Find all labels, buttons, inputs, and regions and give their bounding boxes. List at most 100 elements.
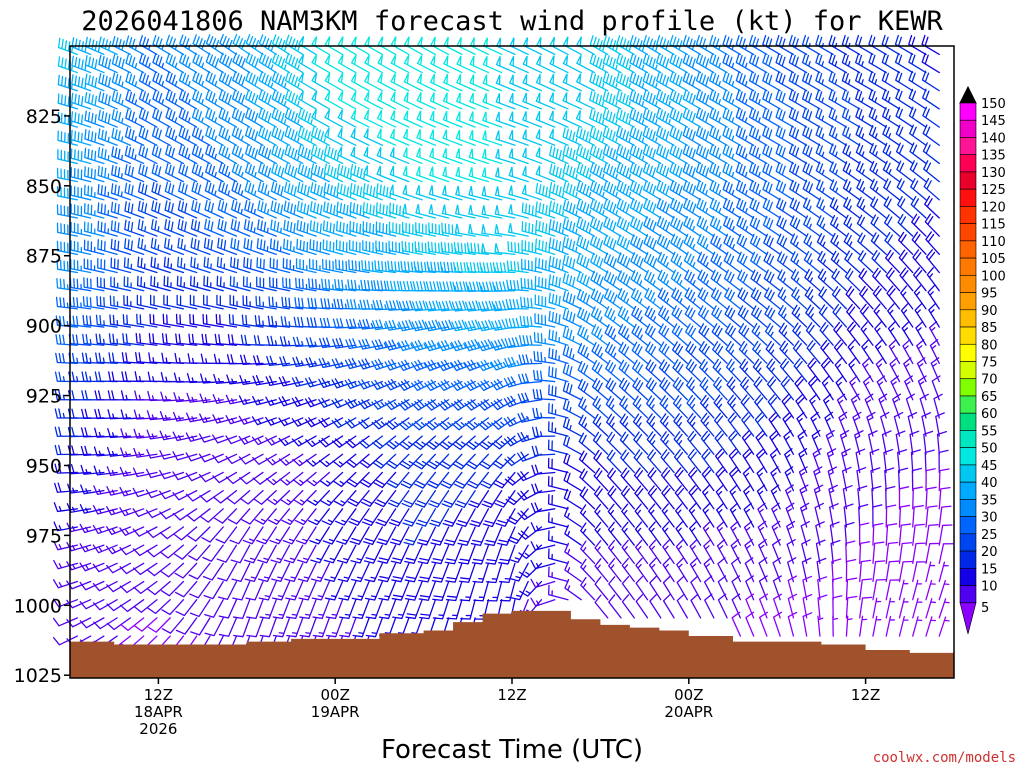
wind-barb bbox=[477, 338, 503, 352]
wind-barb bbox=[777, 304, 795, 328]
wind-barb bbox=[92, 599, 118, 611]
colorbar-swatch bbox=[959, 309, 977, 328]
wind-barb bbox=[530, 578, 556, 588]
wind-barb bbox=[888, 339, 901, 365]
colorbar-label: 95 bbox=[981, 287, 998, 302]
wind-barb bbox=[336, 163, 357, 183]
wind-barb bbox=[735, 144, 755, 165]
wind-barb bbox=[411, 300, 437, 312]
wind-barb bbox=[161, 617, 185, 634]
terrain-layer bbox=[70, 610, 954, 678]
wind-barb bbox=[217, 218, 238, 237]
wind-barb bbox=[55, 352, 79, 365]
wind-barb bbox=[713, 412, 728, 437]
wind-barb bbox=[619, 395, 635, 419]
colorbar-label: 50 bbox=[981, 442, 998, 457]
wind-barb bbox=[686, 377, 702, 401]
wind-barb bbox=[325, 599, 344, 620]
wind-barb bbox=[257, 200, 277, 219]
wind-barb bbox=[258, 89, 277, 110]
wind-barb bbox=[242, 276, 264, 292]
wind-barb bbox=[709, 144, 728, 165]
wind-barb bbox=[111, 127, 132, 146]
wind-barb bbox=[672, 377, 688, 401]
wind-barb bbox=[388, 221, 410, 237]
wind-barb bbox=[492, 261, 516, 274]
wind-barb bbox=[762, 197, 781, 219]
wind-barb bbox=[190, 256, 211, 274]
wind-barb bbox=[703, 575, 715, 601]
wind-barb bbox=[416, 92, 437, 110]
wind-barb bbox=[575, 91, 596, 110]
wind-barb bbox=[621, 521, 635, 546]
wind-barb bbox=[632, 395, 649, 419]
wind-barb bbox=[775, 179, 795, 201]
wind-barb bbox=[762, 34, 781, 56]
wind-barb bbox=[770, 484, 781, 510]
wind-barb bbox=[469, 111, 490, 128]
wind-barb bbox=[219, 52, 238, 74]
wind-barb bbox=[643, 234, 662, 255]
wind-barb bbox=[530, 502, 556, 513]
wind-barb bbox=[898, 504, 911, 528]
wind-barb bbox=[855, 143, 874, 165]
wind-barb bbox=[907, 411, 918, 437]
colorbar-swatch bbox=[959, 223, 977, 242]
wind-barb bbox=[845, 595, 858, 619]
wind-barb bbox=[831, 268, 848, 292]
wind-barb bbox=[643, 269, 662, 292]
colorbar-label: 140 bbox=[981, 131, 1006, 146]
wind-barb bbox=[616, 198, 635, 219]
wind-barb bbox=[748, 144, 768, 165]
wind-barb bbox=[897, 467, 909, 492]
wind-barb bbox=[284, 126, 304, 146]
wind-barb bbox=[769, 430, 781, 455]
wind-barb bbox=[271, 126, 291, 146]
wind-barb bbox=[265, 453, 291, 466]
wind-barb bbox=[749, 180, 768, 201]
wind-barb bbox=[295, 526, 317, 545]
wind-barb bbox=[344, 378, 370, 390]
wind-barb bbox=[848, 357, 861, 383]
wind-barb bbox=[615, 108, 635, 128]
wind-barb bbox=[549, 92, 569, 110]
wind-barb bbox=[504, 453, 529, 467]
wind-barb bbox=[504, 471, 529, 486]
wind-barb bbox=[796, 411, 808, 437]
wind-barb bbox=[378, 599, 397, 620]
wind-barb bbox=[348, 259, 370, 274]
wind-barb bbox=[390, 110, 410, 128]
wind-barb bbox=[805, 304, 821, 328]
wind-barb bbox=[938, 505, 952, 528]
wind-barb bbox=[81, 371, 105, 383]
wind-barb bbox=[278, 376, 304, 387]
colorbar-swatch bbox=[959, 567, 977, 586]
wind-barb bbox=[413, 261, 437, 274]
wind-barb bbox=[562, 399, 582, 419]
wind-barb bbox=[656, 233, 675, 255]
wind-barb bbox=[602, 108, 622, 128]
wind-barb bbox=[629, 144, 649, 165]
wind-barb bbox=[594, 539, 609, 564]
wind-barb bbox=[138, 53, 158, 74]
wind-barb bbox=[608, 576, 622, 601]
wind-barb bbox=[789, 197, 808, 219]
wind-barb bbox=[536, 55, 556, 74]
wind-barb bbox=[232, 70, 251, 92]
wind-barb bbox=[898, 615, 909, 637]
wind-barb bbox=[374, 260, 397, 274]
wind-barb bbox=[656, 198, 675, 219]
wind-barb bbox=[97, 220, 118, 237]
wind-barb bbox=[630, 234, 649, 255]
wind-barb bbox=[136, 275, 158, 292]
wind-barb bbox=[841, 71, 861, 92]
wind-barb bbox=[845, 285, 861, 310]
wind-barb bbox=[731, 593, 742, 619]
wind-barb bbox=[712, 341, 728, 365]
wind-barb bbox=[898, 523, 912, 546]
wind-barb bbox=[124, 238, 145, 255]
wind-barb bbox=[684, 305, 702, 328]
wind-barb bbox=[119, 544, 145, 556]
wind-barb bbox=[401, 240, 423, 255]
wind-barb bbox=[138, 89, 158, 110]
